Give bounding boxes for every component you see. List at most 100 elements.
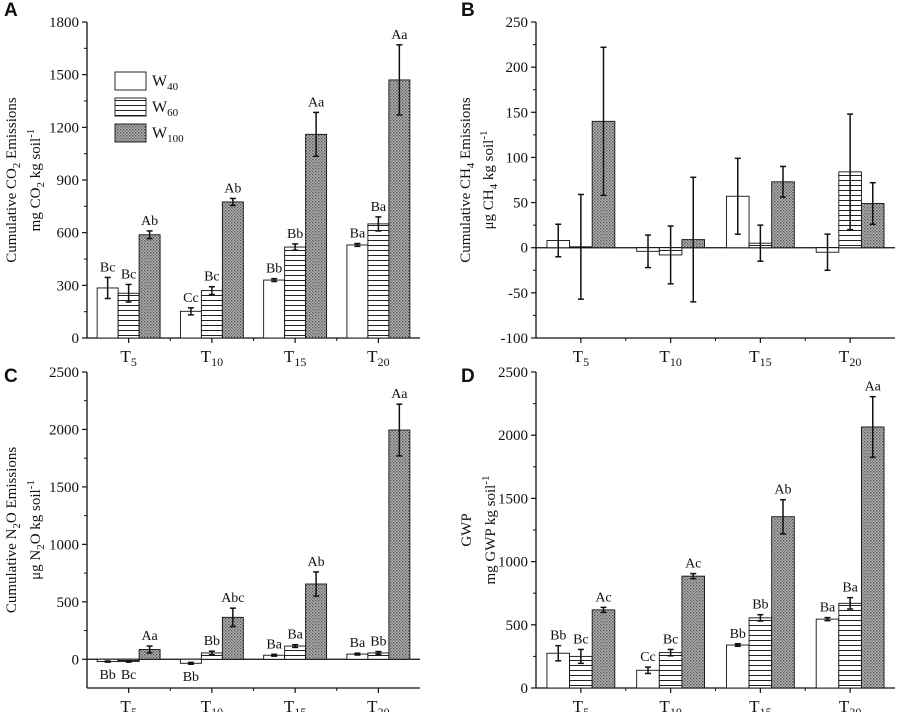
legend-swatch — [114, 97, 147, 117]
significance-label: Bc — [204, 270, 220, 285]
panel-letter: A — [4, 0, 18, 21]
legend-swatch — [114, 123, 147, 143]
y-tick-label: 2000 — [49, 422, 79, 438]
bar-w60 — [367, 223, 390, 339]
y-tick-label: 200 — [506, 60, 529, 76]
y-tick-label: 1000 — [498, 555, 528, 571]
significance-label: Ba — [350, 227, 366, 242]
bar-w100 — [388, 429, 411, 660]
x-tick-label: T5 — [573, 347, 589, 369]
bar-w60 — [658, 652, 683, 689]
significance-label: Ab — [141, 214, 158, 229]
significance-label: Bb — [183, 670, 199, 685]
chart-panels: A 0 300 600 900 1200 1500 1800 Cumulative CO2 Em… — [4, 0, 895, 712]
legend-label: W40 — [152, 73, 179, 93]
significance-label: Bc — [121, 267, 137, 282]
y-tick-label: 1200 — [49, 120, 79, 136]
bar-w60 — [838, 602, 862, 689]
legend-swatch — [114, 71, 147, 91]
y-tick-label: 900 — [57, 173, 80, 189]
significance-label: Abc — [221, 591, 244, 606]
x-tick-label: T20 — [839, 347, 861, 369]
y-tick-label: 1800 — [49, 15, 79, 31]
x-tick-label: T15 — [284, 347, 306, 369]
y-tick-label: 2500 — [498, 365, 528, 381]
bar-w60 — [748, 617, 773, 689]
significance-label: Bb — [204, 634, 220, 649]
y-tick-label: 2500 — [49, 365, 79, 381]
significance-label: Ba — [350, 636, 366, 651]
y-tick-label: 300 — [57, 278, 80, 294]
y-axis-unit-label: μg N2O kg soil-1 — [25, 480, 47, 580]
significance-label: Bb — [550, 629, 566, 644]
significance-label: Bc — [663, 632, 679, 647]
bar-w100 — [860, 426, 885, 689]
bar-w60 — [200, 290, 223, 339]
significance-label: Bb — [370, 635, 386, 650]
significance-label: Bb — [266, 262, 282, 277]
bar-w100 — [681, 575, 706, 689]
significance-label: Aa — [391, 28, 408, 43]
significance-label: Aa — [141, 629, 158, 644]
significance-label: Bc — [100, 260, 116, 275]
significance-label: Aa — [865, 380, 882, 395]
x-tick-label: T20 — [367, 697, 389, 712]
significance-label: Ba — [287, 628, 303, 643]
y-tick-label: 0 — [72, 331, 80, 347]
x-tick-label: T10 — [659, 347, 681, 369]
x-tick-label: T5 — [120, 347, 136, 369]
y-tick-label: 0 — [521, 681, 529, 697]
y-axis-unit-label: mg GWP kg soil-1 — [480, 475, 499, 584]
bar-w100 — [388, 79, 411, 339]
y-tick-label: 500 — [506, 618, 529, 634]
bar-w40 — [346, 244, 369, 339]
significance-label: Aa — [391, 387, 408, 402]
y-axis-label: Cumulative CO2 Emissions — [4, 97, 23, 263]
bar-w40 — [815, 618, 840, 689]
y-axis-unit-label: mg CO2 kg soil-1 — [25, 129, 47, 232]
significance-label: Ba — [842, 581, 858, 596]
significance-label: Ba — [820, 601, 836, 616]
significance-label: Bb — [752, 598, 768, 613]
y-tick-label: 2000 — [498, 428, 528, 444]
y-tick-label: 0 — [72, 652, 80, 668]
x-tick-label: T20 — [367, 347, 389, 369]
bar-w40 — [263, 279, 286, 339]
significance-label: Cc — [640, 650, 656, 665]
significance-label: Bb — [99, 668, 115, 683]
significance-label: Ac — [595, 590, 611, 605]
panel-letter: D — [461, 366, 475, 387]
y-tick-label: 1500 — [49, 480, 79, 496]
bar-w100 — [771, 516, 795, 689]
significance-label: Ab — [308, 555, 325, 570]
x-tick-label: T15 — [749, 697, 771, 712]
x-tick-label: T15 — [284, 697, 306, 712]
significance-label: Ab — [774, 483, 791, 498]
x-tick-label: T5 — [573, 697, 589, 712]
y-tick-label: 100 — [506, 150, 529, 166]
bar-w40 — [725, 644, 750, 689]
legend-label: W100 — [152, 125, 184, 145]
panel-d: D 0 500 1000 1500 2000 2500 GWP mg GWP kg soil-1… — [459, 365, 895, 712]
y-tick-label: 1500 — [498, 491, 528, 507]
panel-letter: C — [4, 366, 18, 387]
significance-label: Ac — [685, 557, 701, 572]
x-tick-label: T10 — [201, 347, 223, 369]
bar-w60 — [284, 246, 307, 339]
x-tick-label: T10 — [659, 697, 681, 712]
bar-w100 — [305, 133, 328, 339]
significance-label: Bb — [287, 227, 303, 242]
significance-label: Bc — [573, 632, 589, 647]
significance-label: Bc — [121, 668, 137, 683]
y-axis-label: GWP — [459, 513, 475, 546]
legend-label: W60 — [152, 99, 179, 119]
y-axis-unit-label: μg CH4 kg soil-1 — [478, 131, 500, 230]
significance-label: Ab — [224, 181, 241, 196]
y-tick-label: -100 — [501, 331, 529, 347]
y-axis-label: Cumulative N2O Emissions — [4, 447, 23, 614]
significance-label: Ba — [371, 200, 387, 215]
y-tick-label: 600 — [57, 226, 80, 242]
x-tick-label: T15 — [749, 347, 771, 369]
x-tick-label: T10 — [201, 697, 223, 712]
significance-label: Aa — [308, 95, 325, 110]
